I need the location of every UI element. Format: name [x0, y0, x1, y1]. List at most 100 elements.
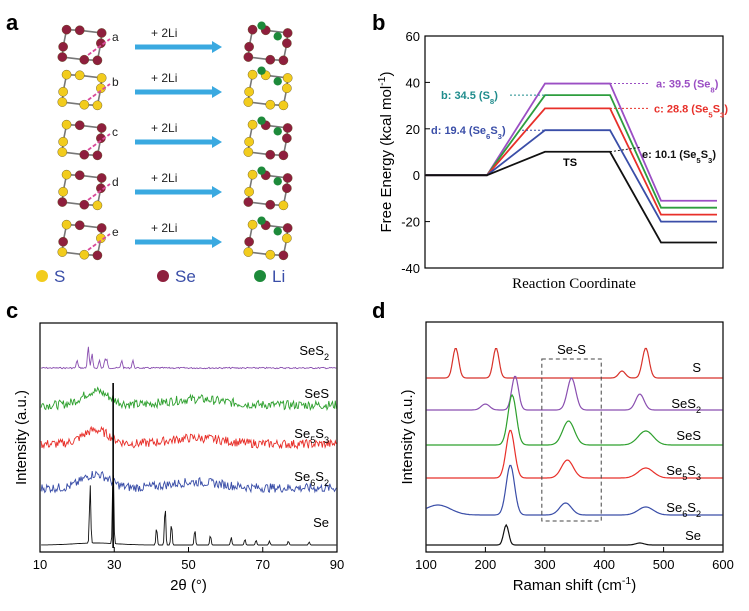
bond-cleavage-line	[87, 133, 111, 151]
xrd-pattern-2	[40, 425, 337, 450]
legend-marker-li	[254, 270, 266, 282]
sulfur-atom	[243, 97, 254, 107]
selenium-atom	[58, 41, 68, 52]
energy-profile-e	[425, 150, 717, 244]
sulfur-atom	[247, 119, 258, 130]
raman-spectrum-3	[426, 429, 723, 479]
bond-cleavage-line	[87, 183, 111, 201]
sulfur-atom	[282, 73, 293, 83]
selenium-atom	[61, 24, 72, 35]
panel-label-c: c	[6, 298, 18, 323]
sulfur-atom	[57, 247, 68, 257]
y-tick-label: 60	[406, 29, 420, 44]
site-label: d	[112, 175, 119, 189]
se-s-region-box	[541, 358, 602, 522]
panel-c-xrd-chart: 10 30 50 70 90 2θ (°) Intensity (a.u.) SeS2 SeS S…	[13, 322, 344, 594]
selenium-atom	[243, 52, 254, 62]
annotation-b: b: 34.5 (S8)	[441, 90, 498, 106]
reaction-arrowhead	[212, 236, 222, 248]
y-axis-label: Intensity (a.u.)	[13, 390, 30, 485]
x-tick-label: 10	[33, 557, 47, 572]
sulfur-atom	[57, 97, 68, 107]
selenium-atom	[79, 199, 90, 210]
series-label-3: Se5S3	[666, 463, 701, 482]
sulfur-atom	[244, 186, 254, 197]
selenium-atom	[278, 55, 289, 66]
selenium-atom	[92, 250, 103, 261]
site-label: e	[112, 225, 119, 239]
lithium-atom	[257, 216, 266, 225]
reaction-label: + 2Li	[151, 221, 177, 235]
site-label: b	[112, 75, 119, 89]
selenium-atom	[96, 123, 107, 133]
panel-d-raman-chart: 100 200 300 400 500 600 Raman shift (cm-1) Inte…	[399, 321, 734, 594]
series-label-0: S	[692, 360, 701, 375]
selenium-atom	[265, 199, 276, 210]
series-label-2: Se5S3	[294, 426, 329, 445]
lithium-atom	[273, 127, 282, 136]
sulfur-atom	[282, 83, 292, 94]
panel-label-b: b	[372, 10, 385, 35]
annotation-c: c: 28.8 (Se5S3)	[654, 103, 728, 119]
x-axis-label: Raman shift (cm-1)	[513, 575, 637, 594]
bond-cleavage-line	[87, 38, 111, 56]
series-label-5: Se	[685, 528, 701, 543]
site-label: a	[112, 30, 119, 44]
raman-spectrum-0	[426, 347, 723, 379]
selenium-atom	[265, 54, 276, 65]
reaction-label: + 2Li	[151, 71, 177, 85]
sulfur-atom	[247, 219, 258, 230]
sulfur-atom	[58, 86, 68, 97]
sulfur-atom	[57, 147, 68, 157]
y-tick-label: -20	[401, 215, 420, 230]
sulfur-atom	[282, 233, 292, 244]
sulfur-atom	[61, 69, 72, 80]
legend-label-li: Li	[272, 267, 285, 286]
y-tick-label: -40	[401, 261, 420, 276]
legend-label-se: Se	[175, 267, 196, 286]
selenium-atom	[96, 28, 107, 38]
reaction-arrowhead	[212, 136, 222, 148]
selenium-atom	[282, 223, 293, 233]
site-label: c	[112, 125, 118, 139]
selenium-atom	[278, 250, 289, 261]
sulfur-atom	[61, 169, 72, 180]
x-tick-label: 600	[712, 557, 734, 572]
panel-b-energy-chart: -40 -20 0 20 40 60 Free Energy (kcal mol-1) Rea…	[376, 29, 728, 292]
panel-label-a: a	[6, 10, 19, 35]
raman-spectrum-4	[426, 464, 723, 516]
selenium-atom	[278, 150, 289, 161]
sulfur-atom	[244, 86, 254, 97]
lithium-atom	[257, 166, 266, 175]
y-tick-label: 20	[406, 122, 420, 137]
y-axis-label: Intensity (a.u.)	[399, 389, 416, 484]
selenium-atom	[57, 52, 68, 62]
selenium-atom	[282, 38, 292, 49]
sulfur-atom	[243, 147, 254, 157]
se-s-region-label: Se-S	[557, 342, 586, 357]
selenium-atom	[58, 236, 68, 247]
x-axis-label: 2θ (°)	[170, 577, 207, 594]
x-tick-label: 400	[593, 557, 615, 572]
legend-marker-se	[157, 270, 169, 282]
panel-label-d: d	[372, 298, 385, 323]
plot-frame	[424, 35, 724, 269]
bond-cleavage-line	[87, 83, 111, 101]
bond-cleavage-line	[87, 233, 111, 251]
xrd-pattern-0	[41, 346, 337, 370]
series-label-0: SeS2	[299, 343, 329, 362]
x-tick-label: 70	[256, 557, 270, 572]
sulfur-atom	[96, 73, 107, 83]
xrd-pattern-1	[40, 386, 337, 411]
series-label-4: Se	[313, 515, 329, 530]
sulfur-atom	[79, 99, 90, 110]
sulfur-atom	[243, 247, 254, 257]
lithium-atom	[257, 66, 266, 75]
selenium-atom	[282, 183, 292, 194]
lithium-atom	[273, 77, 282, 86]
annotation-e: e: 10.1 (Se5S3)	[642, 149, 716, 165]
selenium-atom	[282, 123, 293, 133]
reaction-arrowhead	[212, 41, 222, 53]
panel-a: a + 2Li b + 2Li c + 2Li d + 2Li e + 2Li S Se Li	[36, 21, 293, 286]
